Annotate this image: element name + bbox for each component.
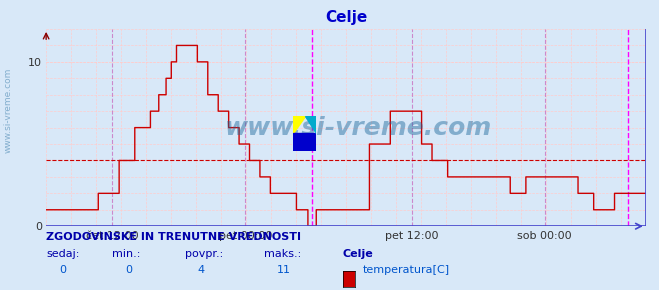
Text: min.:: min.: xyxy=(112,249,140,259)
Text: ZGODOVINSKE IN TRENUTNE VREDNOSTI: ZGODOVINSKE IN TRENUTNE VREDNOSTI xyxy=(46,232,301,242)
Text: 0: 0 xyxy=(125,265,132,275)
Polygon shape xyxy=(304,116,316,133)
Text: maks.:: maks.: xyxy=(264,249,301,259)
Polygon shape xyxy=(293,116,304,133)
Text: 0: 0 xyxy=(59,265,67,275)
Text: 11: 11 xyxy=(277,265,291,275)
Text: www.si-vreme.com: www.si-vreme.com xyxy=(3,68,13,153)
Text: Celje: Celje xyxy=(343,249,374,259)
Title: Celje: Celje xyxy=(325,10,367,25)
Text: sedaj:: sedaj: xyxy=(46,249,80,259)
Polygon shape xyxy=(293,133,316,151)
Text: www.si-vreme.com: www.si-vreme.com xyxy=(224,116,492,139)
Text: 4: 4 xyxy=(198,265,205,275)
Text: povpr.:: povpr.: xyxy=(185,249,223,259)
Text: temperatura[C]: temperatura[C] xyxy=(362,265,449,275)
